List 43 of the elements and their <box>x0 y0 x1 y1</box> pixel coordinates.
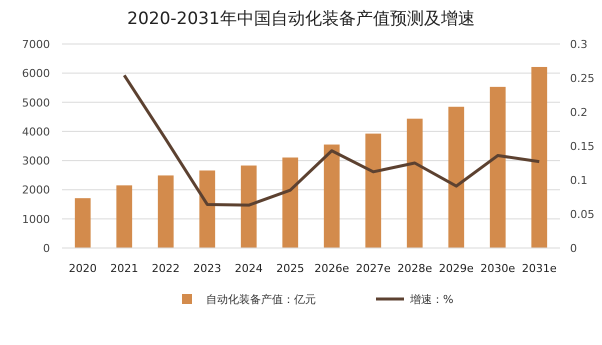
y-tick-label: 5000 <box>22 96 50 110</box>
x-tick-label: 2024 <box>234 262 263 275</box>
bar <box>74 198 91 248</box>
bar <box>116 185 132 248</box>
y-tick-label: 4000 <box>22 125 50 138</box>
bar <box>158 175 174 248</box>
x-tick-label: 2028e <box>397 262 432 275</box>
bar <box>406 118 423 248</box>
x-tick-label: 2020 <box>68 262 97 275</box>
legend-label: 增速：% <box>409 293 454 306</box>
y-tick-label: 3000 <box>22 154 50 168</box>
y-tick-label: 2000 <box>22 184 50 197</box>
bar <box>282 158 298 248</box>
y-tick-label: 0 <box>43 242 50 255</box>
y2-tick-label: 0.3 <box>570 38 588 51</box>
y2-tick-label: 0.15 <box>570 140 594 153</box>
line-series <box>122 74 541 207</box>
x-tick-label: 2022 <box>152 262 180 275</box>
bar <box>199 170 216 248</box>
x-tick-label: 2021 <box>110 262 138 275</box>
x-tick-label: 2023 <box>193 262 222 275</box>
y2-tick-label: 0.05 <box>570 208 594 221</box>
chart-title: 2020-2031年中国自动化装备产值预测及增速 <box>127 9 475 29</box>
y2-tick-label: 0.2 <box>570 106 588 119</box>
y-tick-label: 1000 <box>22 212 50 226</box>
bar <box>240 166 257 248</box>
x-tick-label: 2030e <box>480 262 516 275</box>
legend-label: 自动化装备产值：亿元 <box>206 293 316 306</box>
x-tick-label: 2029e <box>438 262 474 275</box>
y2-tick-label: 0.1 <box>570 174 588 187</box>
bar <box>448 106 464 248</box>
y2-tick-label: 0.25 <box>570 72 594 85</box>
x-tick-label: 2026e <box>314 262 350 275</box>
bar <box>324 144 340 248</box>
x-tick-label: 2025 <box>276 262 304 275</box>
x-tick-label: 2031e <box>522 262 557 275</box>
bar <box>490 86 506 248</box>
y-tick-label: 6000 <box>22 67 50 80</box>
y-tick-label: 7000 <box>22 38 50 51</box>
bar <box>531 66 548 248</box>
bar <box>365 134 382 248</box>
y2-tick-label: 0 <box>570 242 577 255</box>
x-tick-label: 2027e <box>356 262 391 275</box>
